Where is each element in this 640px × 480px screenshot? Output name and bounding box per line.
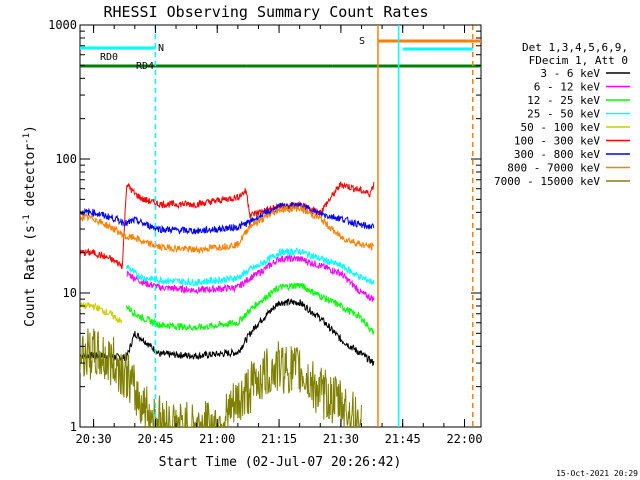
legend-label-7: 800 - 7000 keV xyxy=(507,162,600,175)
x-tick-label-6: 22:00 xyxy=(446,432,482,446)
y-tick-label-3: 1000 xyxy=(48,18,77,32)
legend-label-5: 100 - 300 keV xyxy=(514,135,600,148)
timestamp: 15-Oct-2021 20:29 xyxy=(556,469,638,478)
y-axis-label-end: ) xyxy=(23,125,38,133)
legend-label-4: 50 - 100 keV xyxy=(521,121,601,134)
axis-ticks: 1 10 100 1000 20:30 20:45 21:00 21:15 21:30 21:45… xyxy=(48,18,482,446)
x-tick-label-2: 21:00 xyxy=(199,432,235,446)
series-line-7 xyxy=(80,203,375,254)
y-axis-label-mid: detector xyxy=(23,144,38,215)
legend-label-3: 25 - 50 keV xyxy=(527,108,600,121)
legend-label-6: 300 - 800 keV xyxy=(514,148,600,161)
state-label-rd4: RD4 xyxy=(136,61,154,72)
y-tick-label-1: 10 xyxy=(63,286,77,300)
x-axis-label: Start Time (02-Jul-07 20:26:42) xyxy=(159,455,402,470)
legend: Det 1,3,4,5,6,9,FDecim 1, Att 03 - 6 keV… xyxy=(494,41,630,188)
x-tick-label-4: 21:30 xyxy=(323,432,359,446)
legend-label-2: 12 - 25 keV xyxy=(527,94,600,107)
plot-content: RD0 RD4 N S xyxy=(80,25,481,427)
legend-label-1: 6 - 12 keV xyxy=(534,81,601,94)
legend-header-1: FDecim 1, Att 0 xyxy=(529,54,628,67)
x-tick-label-1: 20:45 xyxy=(137,432,173,446)
legend-label-0: 3 - 6 keV xyxy=(540,67,600,80)
y-axis-label-main: Count Rate (s xyxy=(23,225,38,327)
x-tick-label-0: 20:30 xyxy=(76,432,112,446)
series-line-4 xyxy=(80,302,123,324)
y-axis-label: Count Rate (s-1 detector-1) xyxy=(22,125,38,327)
x-tick-label-3: 21:15 xyxy=(261,432,297,446)
plot-frame xyxy=(79,24,482,428)
series-line-0 xyxy=(80,297,375,367)
series-line-2 xyxy=(126,282,375,335)
series-line-3 xyxy=(126,247,375,287)
series-line-1 xyxy=(126,254,375,302)
x-tick-label-5: 21:45 xyxy=(385,432,421,446)
state-label-n: N xyxy=(158,43,164,54)
y-tick-label-2: 100 xyxy=(55,152,77,166)
state-label-s: S xyxy=(359,36,365,47)
legend-header-0: Det 1,3,4,5,6,9, xyxy=(522,41,628,54)
chart-title: RHESSI Observing Summary Count Rates xyxy=(103,3,428,21)
series-line-6 xyxy=(80,202,375,235)
y-axis-label-sup2: -1 xyxy=(22,133,32,144)
legend-label-8: 7000 - 15000 keV xyxy=(494,175,600,188)
y-tick-label-0: 1 xyxy=(70,420,77,434)
series-line-8 xyxy=(80,328,362,427)
y-axis-label-sup1: -1 xyxy=(22,214,32,225)
series-line-5 xyxy=(80,181,375,270)
state-label-rd0: RD0 xyxy=(100,52,118,63)
